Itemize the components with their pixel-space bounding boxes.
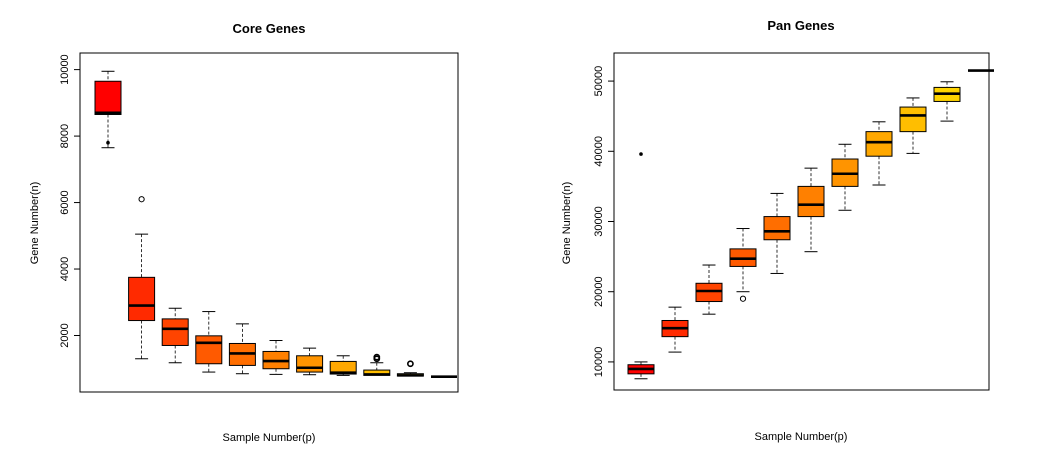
- pan-boxes: [627, 69, 994, 380]
- outlier-point: [739, 295, 747, 302]
- outlier-point: [138, 196, 145, 203]
- box-sample-2: [128, 196, 156, 360]
- y-tick-label: 10000: [593, 347, 605, 378]
- box-sample-10: [933, 81, 961, 122]
- box-sample-1: [627, 152, 655, 380]
- box-sample-8: [865, 121, 893, 186]
- box-sample-7: [831, 143, 859, 211]
- core-y-axis: 2000 4000 6000 8000 10000: [59, 54, 81, 348]
- iqr-box: [296, 355, 324, 373]
- pan-genes-panel: Pan Genes 10000 20000 30000 40000 50000 Samp…: [561, 18, 994, 443]
- y-tick-label: 2000: [59, 323, 71, 347]
- box-sample-6: [797, 167, 825, 253]
- iqr-box: [195, 335, 223, 365]
- iqr-box: [797, 185, 825, 218]
- box-sample-8: [329, 355, 357, 376]
- outlier-point: [639, 152, 643, 156]
- y-tick-label: 6000: [59, 190, 71, 214]
- iqr-box: [94, 80, 122, 115]
- core-y-axis-label: Gene Number(n): [29, 182, 41, 265]
- core-chart-title: Core Genes: [233, 21, 306, 36]
- box-sample-6: [262, 339, 290, 375]
- y-tick-label: 50000: [593, 66, 605, 97]
- iqr-box: [865, 131, 893, 157]
- pan-y-axis-label: Gene Number(n): [561, 182, 573, 265]
- y-tick-label: 40000: [593, 136, 605, 167]
- iqr-box: [329, 360, 357, 375]
- y-tick-label: 20000: [593, 276, 605, 307]
- core-boxes: [94, 70, 457, 379]
- outlier-point: [406, 360, 414, 368]
- y-tick-label: 4000: [59, 257, 71, 281]
- iqr-box: [161, 318, 189, 346]
- box-sample-4: [195, 311, 223, 373]
- box-sample-9: [899, 97, 927, 154]
- box-sample-10: [396, 360, 424, 377]
- box-sample-9: [363, 353, 391, 376]
- iqr-box: [763, 216, 791, 241]
- iqr-box: [128, 276, 156, 322]
- box-sample-4: [729, 228, 757, 302]
- box-sample-2: [661, 306, 689, 353]
- outlier-point: [106, 140, 110, 145]
- box-sample-3: [161, 307, 189, 364]
- y-tick-label: 10000: [59, 54, 71, 85]
- box-sample-3: [695, 264, 723, 315]
- box-sample-5: [763, 192, 791, 274]
- core-x-axis-label: Sample Number(p): [223, 432, 316, 444]
- pan-x-axis-label: Sample Number(p): [755, 431, 848, 443]
- box-sample-5: [228, 323, 256, 375]
- iqr-box: [695, 282, 723, 303]
- y-tick-label: 30000: [593, 206, 605, 237]
- pan-y-axis: 10000 20000 30000 40000 50000: [593, 66, 615, 378]
- box-sample-7: [296, 347, 324, 376]
- y-tick-label: 8000: [59, 124, 71, 148]
- pan-chart-title: Pan Genes: [767, 18, 834, 33]
- iqr-box: [899, 106, 927, 133]
- outlier-point: [373, 353, 381, 361]
- core-genes-panel: Core Genes 2000 4000 6000 8000 10000 Sample …: [29, 21, 459, 444]
- box-sample-1: [94, 70, 122, 149]
